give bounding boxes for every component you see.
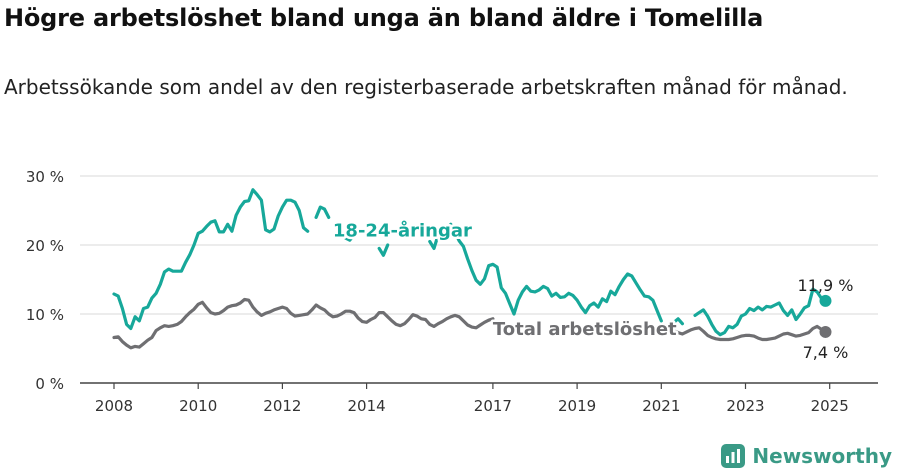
end-point-18-24-ringar <box>819 294 832 307</box>
chart-title: Högre arbetslöshet bland unga än bland ä… <box>4 4 764 32</box>
y-tick-label: 20 % <box>26 237 64 255</box>
x-axis: 2008 2010 2012 2014 2017 2019 2021 2023 2025 <box>80 382 878 415</box>
newsworthy-logo: Newsworthy <box>720 442 892 470</box>
series-labels: 18-24-åringar Total arbetslöshet 11,9 % 7,4… <box>330 217 854 362</box>
chart-subtitle: Arbetssökande som andel av den registerb… <box>4 75 848 99</box>
series-lines <box>112 188 832 350</box>
x-tick-label: 2023 <box>726 397 764 415</box>
x-tick-label: 2019 <box>558 397 596 415</box>
x-tick-label: 2021 <box>642 397 680 415</box>
series-label: 18-24-åringar <box>333 220 472 242</box>
end-value-label: 11,9 % <box>798 276 854 295</box>
y-tick-label: 10 % <box>26 306 64 324</box>
x-tick-label: 2012 <box>263 397 301 415</box>
series-line-18-24-ringar <box>112 188 828 337</box>
x-tick-label: 2017 <box>474 397 512 415</box>
series-label: Total arbetslöshet <box>493 319 677 340</box>
x-tick-label: 2014 <box>348 397 386 415</box>
series-line-total-arbetsl-shet <box>112 297 828 350</box>
y-axis-ticks: 0 % 10 % 20 % 30 % <box>26 168 64 393</box>
end-point-total-arbetsl-shet <box>819 325 832 338</box>
gridlines <box>80 175 878 315</box>
x-tick-label: 2025 <box>811 397 849 415</box>
y-tick-label: 30 % <box>26 168 64 186</box>
end-value-label: 7,4 % <box>803 343 849 362</box>
brand-name: Newsworthy <box>752 444 892 468</box>
x-tick-label: 2008 <box>95 397 133 415</box>
y-tick-label: 0 % <box>35 375 64 393</box>
newsworthy-icon <box>721 444 746 468</box>
x-tick-label: 2010 <box>179 397 217 415</box>
